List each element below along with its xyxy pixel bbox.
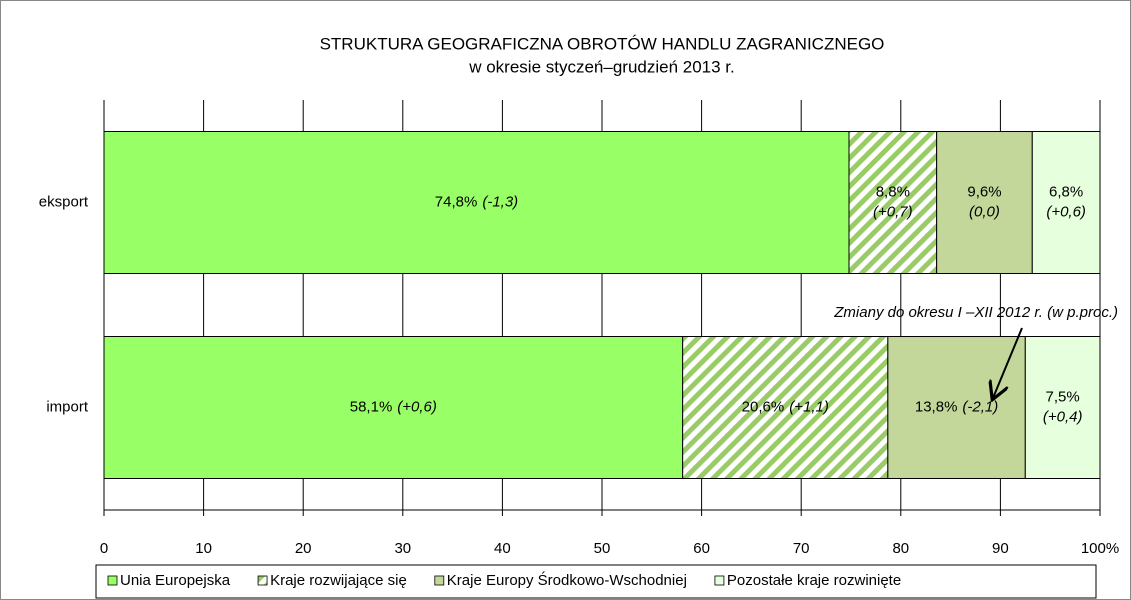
legend-swatch: [714, 575, 725, 586]
change-label: (+0,4): [1043, 408, 1083, 425]
bar-segment: [887, 336, 1026, 479]
x-tick-label: 20: [295, 540, 312, 557]
x-tick-label: 40: [494, 540, 511, 557]
y-tick-label: import: [46, 398, 89, 415]
legend: Unia Europejska Kraje rozwijające się Kraj…: [107, 571, 901, 589]
chart-subtitle: w okresie styczeń–grudzień 2013 r.: [468, 57, 735, 76]
legend-label: Pozostałe kraje rozwinięte: [727, 572, 901, 589]
value-text: 58,1%: [350, 398, 393, 415]
value-text: 13,8%: [915, 398, 958, 415]
value-text: 74,8%: [435, 193, 478, 210]
change-text: (+0,6): [397, 398, 437, 415]
x-tick-label: 0: [100, 540, 108, 557]
value-label: 58,1% (+0,6): [350, 398, 437, 415]
bar-segment: [1024, 336, 1101, 479]
value-text: 20,6%: [742, 398, 785, 415]
x-tick-label: 80: [892, 540, 909, 557]
change-text: (-2,1): [962, 398, 998, 415]
bar-segment: [848, 131, 938, 274]
x-tick-label: 10: [195, 540, 212, 557]
change-label: (+0,6): [1046, 203, 1086, 220]
bar-segment: [1031, 131, 1101, 274]
value-label: 9,6%: [967, 183, 1001, 200]
value-label: 20,6% (+1,1): [742, 398, 829, 415]
value-label: 74,8% (-1,3): [435, 193, 518, 210]
x-tick-label: 50: [594, 540, 611, 557]
bar-segment: [103, 131, 850, 274]
change-text: (+1,1): [789, 398, 829, 415]
y-tick-label: eksport: [39, 193, 89, 210]
x-tick-label: 30: [394, 540, 411, 557]
legend-swatch: [257, 575, 268, 586]
annotation: Zmiany do okresu I –XII 2012 r. (w p.pro…: [833, 304, 1118, 321]
chart-title: STRUKTURA GEOGRAFICZNA OBROTÓW HANDLU ZA…: [320, 34, 885, 53]
bar-segment: [682, 336, 889, 479]
legend-label: Kraje Europy Środkowo-Wschodniej: [447, 571, 687, 589]
value-label: 13,8% (-2,1): [915, 398, 998, 415]
change-label: (+0,7): [873, 203, 913, 220]
bar-segment: [936, 131, 1033, 274]
legend-swatch: [107, 575, 118, 586]
legend-swatch: [434, 575, 445, 586]
change-label: (0,0): [969, 203, 1000, 220]
value-label: 8,8%: [876, 183, 910, 200]
x-tick-label: 60: [693, 540, 710, 557]
value-label: 6,8%: [1049, 183, 1083, 200]
annotation-arrow: [993, 327, 1023, 398]
x-tick-label: 90: [992, 540, 1009, 557]
change-text: (-1,3): [482, 193, 518, 210]
x-tick-label: 70: [793, 540, 810, 557]
value-label: 7,5%: [1046, 388, 1080, 405]
bars: eksport 74,8% (-1,3) 8,8% (+0,7) 9,6% (0,0) 6,8…: [39, 131, 1101, 479]
legend-label: Kraje rozwijające się: [270, 572, 407, 589]
bar-segment: [103, 336, 684, 479]
legend-label: Unia Europejska: [120, 572, 231, 589]
x-tick-label: 100%: [1081, 540, 1119, 557]
